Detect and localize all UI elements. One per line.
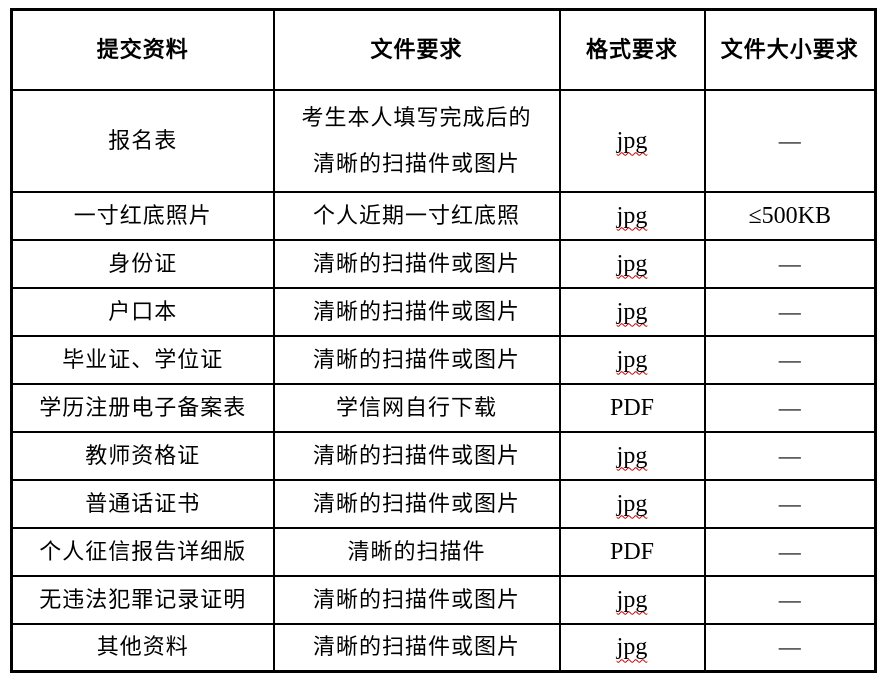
table-row: 毕业证、学位证 清晰的扫描件或图片 jpg — (10, 334, 877, 385)
header-requirement: 文件要求 (272, 8, 561, 91)
requirement-cell: 清晰的扫描件或图片 (272, 574, 561, 625)
requirement-cell: 清晰的扫描件或图片 (272, 238, 561, 289)
requirement-cell: 清晰的扫描件 (272, 526, 561, 577)
format-cell: jpg (558, 190, 706, 241)
size-cell: — (703, 526, 877, 577)
table-row: 身份证 清晰的扫描件或图片 jpg — (10, 238, 877, 289)
material-cell: 无违法犯罪记录证明 (10, 574, 275, 625)
requirement-cell: 清晰的扫描件或图片 (272, 622, 561, 673)
format-value: jpg (616, 490, 648, 517)
material-cell: 毕业证、学位证 (10, 334, 275, 385)
format-cell: jpg (558, 286, 706, 337)
material-cell: 户口本 (10, 286, 275, 337)
size-cell: — (703, 238, 877, 289)
table-row: 户口本 清晰的扫描件或图片 jpg — (10, 286, 877, 337)
size-value: — (778, 250, 801, 276)
size-cell: ≤500KB (703, 190, 877, 241)
table-row: 教师资格证 清晰的扫描件或图片 jpg — (10, 430, 877, 481)
format-cell: jpg (558, 88, 706, 193)
table-row: 报名表 考生本人填写完成后的清晰的扫描件或图片 jpg — (10, 88, 877, 193)
size-value: — (778, 586, 801, 612)
format-cell: jpg (558, 430, 706, 481)
table-row: 个人征信报告详细版 清晰的扫描件 PDF — (10, 526, 877, 577)
submission-requirements-table: 提交资料 文件要求 格式要求 文件大小要求 报名表 考生本人填写完成后的清晰的扫… (10, 8, 877, 673)
table-row: 学历注册电子备案表 学信网自行下载 PDF — (10, 382, 877, 433)
requirement-cell: 清晰的扫描件或图片 (272, 334, 561, 385)
size-cell: — (703, 622, 877, 673)
header-format: 格式要求 (558, 8, 706, 91)
requirement-cell: 清晰的扫描件或图片 (272, 286, 561, 337)
size-value: — (778, 127, 801, 153)
size-value: — (778, 298, 801, 324)
table-row: 一寸红底照片 个人近期一寸红底照 jpg ≤500KB (10, 190, 877, 241)
material-cell: 一寸红底照片 (10, 190, 275, 241)
format-cell: jpg (558, 574, 706, 625)
material-cell: 其他资料 (10, 622, 275, 673)
material-cell: 普通话证书 (10, 478, 275, 529)
size-cell: — (703, 478, 877, 529)
size-value: — (778, 442, 801, 468)
header-material: 提交资料 (10, 8, 275, 91)
material-cell: 学历注册电子备案表 (10, 382, 275, 433)
requirement-cell: 学信网自行下载 (272, 382, 561, 433)
requirement-cell: 考生本人填写完成后的清晰的扫描件或图片 (272, 88, 561, 193)
material-cell: 教师资格证 (10, 430, 275, 481)
table-header-row: 提交资料 文件要求 格式要求 文件大小要求 (10, 8, 877, 91)
table-row: 无违法犯罪记录证明 清晰的扫描件或图片 jpg — (10, 574, 877, 625)
format-value: jpg (616, 298, 648, 325)
format-cell: PDF (558, 382, 706, 433)
format-cell: jpg (558, 334, 706, 385)
size-cell: — (703, 430, 877, 481)
format-value: jpg (616, 202, 648, 229)
header-size: 文件大小要求 (703, 8, 877, 91)
size-value: ≤500KB (748, 202, 831, 229)
requirement-cell: 清晰的扫描件或图片 (272, 430, 561, 481)
format-value: jpg (616, 127, 648, 154)
format-value: PDF (609, 394, 655, 421)
size-cell: — (703, 574, 877, 625)
size-cell: — (703, 334, 877, 385)
size-value: — (778, 538, 801, 564)
size-value: — (778, 346, 801, 372)
format-value: jpg (616, 442, 648, 469)
format-value: jpg (616, 634, 648, 661)
format-value: jpg (616, 586, 648, 613)
size-cell: — (703, 382, 877, 433)
format-cell: jpg (558, 238, 706, 289)
format-cell: jpg (558, 622, 706, 673)
size-cell: — (703, 88, 877, 193)
format-cell: jpg (558, 478, 706, 529)
table-row: 普通话证书 清晰的扫描件或图片 jpg — (10, 478, 877, 529)
material-cell: 个人征信报告详细版 (10, 526, 275, 577)
material-cell: 身份证 (10, 238, 275, 289)
size-cell: — (703, 286, 877, 337)
size-value: — (778, 490, 801, 516)
format-value: jpg (616, 250, 648, 277)
format-value: PDF (609, 538, 655, 565)
size-value: — (778, 394, 801, 420)
requirement-cell: 清晰的扫描件或图片 (272, 478, 561, 529)
size-value: — (778, 634, 801, 660)
requirement-cell: 个人近期一寸红底照 (272, 190, 561, 241)
table-row: 其他资料 清晰的扫描件或图片 jpg — (10, 622, 877, 673)
material-cell: 报名表 (10, 88, 275, 193)
format-cell: PDF (558, 526, 706, 577)
format-value: jpg (616, 346, 648, 373)
